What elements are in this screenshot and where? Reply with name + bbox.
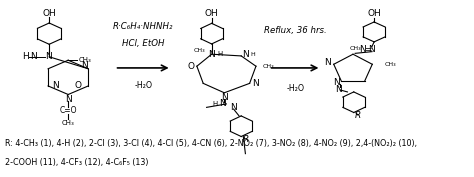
Text: O: O	[187, 62, 194, 71]
Text: N: N	[369, 45, 375, 54]
Text: CH₃: CH₃	[262, 64, 274, 69]
Text: C=O: C=O	[59, 106, 77, 115]
Text: N: N	[334, 78, 340, 87]
Text: -H₂O: -H₂O	[134, 81, 152, 90]
Text: N: N	[336, 85, 342, 94]
Text: N: N	[45, 52, 52, 61]
Text: R: 4-CH₃ (1), 4-H (2), 2-Cl (3), 3-Cl (4), 4-Cl (5), 4-CN (6), 2-NO₂ (7), 3-NO₂ : R: 4-CH₃ (1), 4-H (2), 2-Cl (3), 3-Cl (4…	[5, 139, 417, 148]
Text: OH: OH	[42, 8, 56, 18]
Text: CH₃: CH₃	[385, 62, 397, 67]
Text: Reflux, 36 hrs.: Reflux, 36 hrs.	[264, 26, 327, 35]
Text: N: N	[208, 50, 215, 59]
Text: R: R	[242, 135, 248, 144]
Text: CH₃: CH₃	[79, 57, 91, 63]
Text: R: R	[355, 112, 361, 120]
Text: =: =	[364, 45, 372, 54]
Text: N: N	[81, 61, 87, 70]
Text: O: O	[74, 81, 81, 90]
Text: N: N	[221, 93, 228, 102]
Text: H: H	[213, 101, 218, 107]
Text: H: H	[218, 51, 223, 57]
Text: N: N	[359, 45, 365, 54]
Text: N: N	[52, 81, 59, 90]
Text: N: N	[219, 99, 226, 109]
Text: N: N	[65, 95, 72, 104]
Text: N: N	[324, 58, 331, 67]
Text: N: N	[242, 50, 249, 59]
Text: CH₃: CH₃	[349, 46, 361, 51]
Text: HCl, EtOH: HCl, EtOH	[122, 39, 164, 48]
Text: H: H	[250, 52, 255, 57]
Text: 2-COOH (11), 4-CF₃ (12), 4-C₆F₅ (13): 2-COOH (11), 4-CF₃ (12), 4-C₆F₅ (13)	[5, 158, 148, 167]
Text: N: N	[253, 79, 259, 88]
Text: CH₃: CH₃	[62, 120, 74, 126]
Text: R·C₆H₄·NHNH₂: R·C₆H₄·NHNH₂	[113, 22, 173, 31]
Text: N: N	[30, 52, 36, 61]
Text: N: N	[230, 103, 237, 112]
Text: H: H	[23, 52, 29, 61]
Text: -H₂O: -H₂O	[286, 84, 304, 93]
Text: OH: OH	[205, 8, 219, 18]
Text: OH: OH	[367, 8, 381, 18]
Text: CH₃: CH₃	[194, 48, 205, 53]
